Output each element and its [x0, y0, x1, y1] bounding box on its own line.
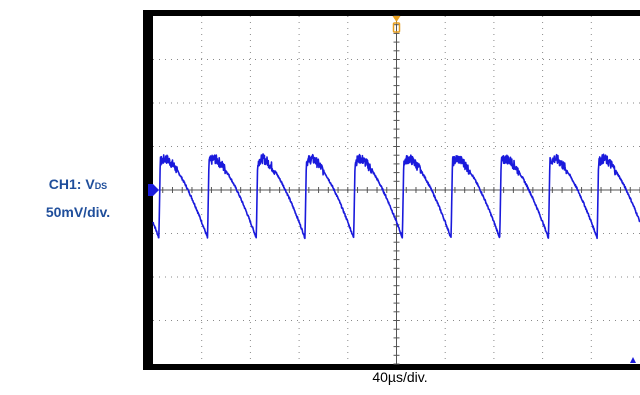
trace-line-ch1	[152, 153, 640, 240]
trace-layer	[152, 153, 640, 240]
ground-level-marker	[148, 184, 159, 196]
channel-scale: 50mV/div.	[45, 204, 111, 220]
center-axes	[152, 15, 640, 365]
trigger-position-box	[392, 22, 401, 33]
trigger-level-marker	[630, 357, 636, 363]
channel-name: CH1: V	[48, 176, 95, 192]
channel-name-subscript: DS	[94, 181, 108, 191]
marker-layer	[148, 16, 636, 363]
channel-label: CH1: VDS	[18, 176, 138, 192]
trigger-position-marker	[392, 16, 401, 22]
timebase-scale: 40µs/div.	[372, 369, 428, 385]
